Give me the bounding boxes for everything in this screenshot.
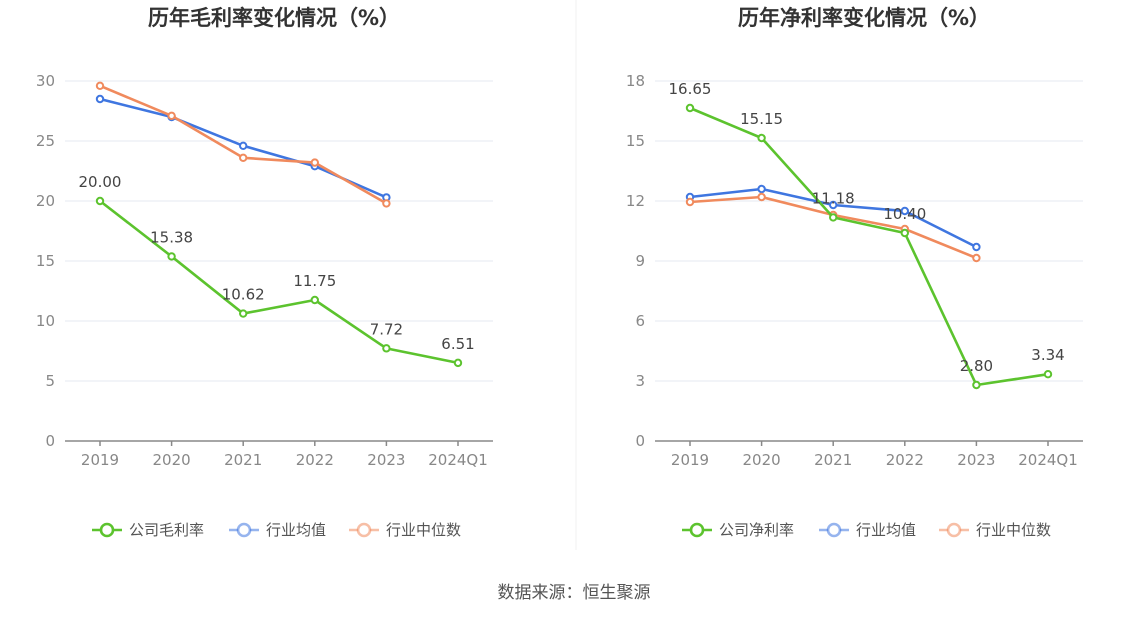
data-label: 11.18	[812, 189, 855, 207]
y-tick-label: 3	[635, 372, 645, 390]
legend-marker	[99, 522, 115, 538]
data-point	[382, 199, 391, 208]
y-tick-label: 9	[635, 252, 645, 270]
legend-item: 公司净利率	[682, 521, 794, 539]
legend-label: 行业均值	[266, 521, 326, 539]
y-tick-label: 10	[36, 312, 55, 330]
data-point	[310, 158, 319, 167]
y-tick-label: 5	[45, 372, 55, 390]
data-point	[95, 196, 105, 206]
data-label: 11.75	[293, 272, 336, 290]
data-label: 10.62	[222, 286, 265, 304]
x-tick-label: 2024Q1	[428, 451, 488, 469]
legend-item: 行业中位数	[939, 521, 1051, 539]
legend-item: 行业中位数	[349, 521, 461, 539]
data-label: 20.00	[79, 173, 122, 191]
data-point	[95, 81, 105, 91]
data-point	[685, 197, 695, 207]
x-tick-label: 2020	[153, 451, 191, 469]
data-point	[829, 200, 838, 210]
y-tick-label: 0	[45, 432, 55, 450]
legend-marker	[356, 522, 372, 538]
y-tick-label: 25	[36, 132, 55, 150]
series-line-company	[689, 106, 1049, 387]
data-point	[167, 252, 176, 261]
data-point	[829, 213, 838, 222]
y-tick-label: 15	[626, 132, 645, 150]
legend-label: 行业中位数	[386, 521, 461, 539]
data-label: 15.15	[740, 110, 783, 128]
data-point	[1043, 370, 1053, 379]
y-tick-label: 12	[626, 192, 645, 210]
data-point	[757, 133, 766, 143]
data-point	[310, 295, 319, 305]
y-tick-label: 30	[36, 72, 55, 90]
data-point	[239, 153, 248, 163]
x-tick-label: 2021	[224, 451, 262, 469]
x-tick-label: 2024Q1	[1018, 451, 1078, 469]
data-label: 6.51	[441, 335, 474, 353]
x-tick-label: 2021	[814, 451, 852, 469]
y-tick-label: 0	[635, 432, 645, 450]
data-label: 2.80	[960, 357, 993, 375]
legend-label: 公司净利率	[719, 521, 794, 539]
x-tick-label: 2019	[81, 451, 119, 469]
chart-panel-2: 历年净利率变化情况（%） 0 3 6 9 12 15 18 2019 2020 2021 2022 20…	[626, 6, 1083, 539]
x-tick-label: 2022	[296, 451, 334, 469]
data-label: 10.40	[883, 205, 926, 223]
data-source: 数据来源：恒生聚源	[498, 583, 651, 603]
data-point	[900, 206, 909, 216]
data-point	[95, 94, 105, 104]
chart-title: 历年净利率变化情况（%）	[738, 6, 990, 30]
legend-marker	[826, 522, 842, 538]
y-tick-label: 15	[36, 252, 55, 270]
y-tick-label: 20	[36, 192, 55, 210]
data-point	[972, 253, 981, 263]
y-tick-label: 18	[626, 72, 645, 90]
data-label: 3.34	[1031, 346, 1064, 364]
series-line-company	[99, 199, 459, 365]
chart-panel-1: 历年毛利率变化情况（%） 0 5 10 15 20 25 30 2019 2020 2021 2022…	[36, 6, 493, 539]
data-label: 16.65	[669, 80, 712, 98]
data-point	[382, 344, 391, 353]
x-tick-label: 2023	[957, 451, 995, 469]
legend-label: 公司毛利率	[129, 521, 204, 539]
y-tick-label: 6	[635, 312, 645, 330]
legend-item: 公司毛利率	[92, 521, 204, 539]
data-point	[239, 141, 248, 151]
data-point	[972, 242, 981, 252]
legend-marker	[946, 522, 962, 538]
chart-title: 历年毛利率变化情况（%）	[148, 6, 400, 30]
data-point	[239, 309, 248, 318]
x-tick-label: 2022	[886, 451, 924, 469]
data-point	[453, 358, 463, 368]
data-point	[972, 380, 981, 390]
data-label: 15.38	[150, 228, 193, 246]
data-point	[167, 111, 176, 121]
legend-marker	[689, 522, 705, 538]
legend-label: 行业中位数	[976, 521, 1051, 539]
x-tick-label: 2020	[743, 451, 781, 469]
x-tick-label: 2019	[671, 451, 709, 469]
legend-item: 行业均值	[229, 521, 326, 539]
data-point	[757, 192, 766, 202]
data-point	[757, 184, 766, 194]
legend-marker	[236, 522, 252, 538]
legend-label: 行业均值	[856, 521, 916, 539]
x-tick-label: 2023	[367, 451, 405, 469]
data-point	[900, 228, 909, 238]
data-label: 7.72	[370, 320, 403, 338]
data-point	[685, 103, 695, 113]
legend-item: 行业均值	[819, 521, 916, 539]
